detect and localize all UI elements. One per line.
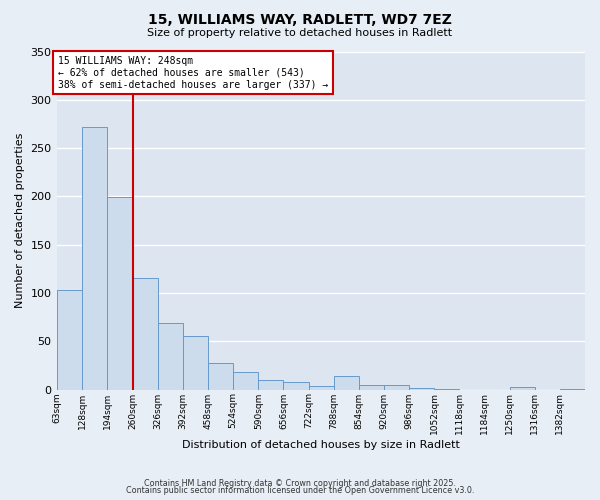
Bar — [409, 388, 434, 390]
Bar — [208, 364, 233, 390]
Text: Contains public sector information licensed under the Open Government Licence v3: Contains public sector information licen… — [126, 486, 474, 495]
Text: 15 WILLIAMS WAY: 248sqm
← 62% of detached houses are smaller (543)
38% of semi-d: 15 WILLIAMS WAY: 248sqm ← 62% of detache… — [58, 56, 328, 90]
Y-axis label: Number of detached properties: Number of detached properties — [15, 133, 25, 308]
Text: 15, WILLIAMS WAY, RADLETT, WD7 7EZ: 15, WILLIAMS WAY, RADLETT, WD7 7EZ — [148, 12, 452, 26]
Bar — [434, 388, 460, 390]
Bar — [82, 127, 107, 390]
Text: Size of property relative to detached houses in Radlett: Size of property relative to detached ho… — [148, 28, 452, 38]
X-axis label: Distribution of detached houses by size in Radlett: Distribution of detached houses by size … — [182, 440, 460, 450]
Bar — [308, 386, 334, 390]
Bar — [560, 388, 585, 390]
Bar — [133, 278, 158, 390]
Bar — [283, 382, 308, 390]
Bar — [183, 336, 208, 390]
Bar — [258, 380, 283, 390]
Bar — [384, 384, 409, 390]
Bar — [57, 290, 82, 390]
Bar — [509, 386, 535, 390]
Bar — [233, 372, 258, 390]
Bar — [334, 376, 359, 390]
Bar — [158, 323, 183, 390]
Text: Contains HM Land Registry data © Crown copyright and database right 2025.: Contains HM Land Registry data © Crown c… — [144, 478, 456, 488]
Bar — [359, 384, 384, 390]
Bar — [107, 198, 133, 390]
